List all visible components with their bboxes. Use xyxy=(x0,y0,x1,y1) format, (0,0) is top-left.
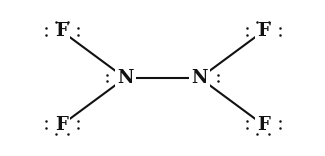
Text: F: F xyxy=(55,116,68,134)
Text: F: F xyxy=(257,116,270,134)
Text: F: F xyxy=(257,22,270,40)
Text: N: N xyxy=(117,69,133,87)
Text: N: N xyxy=(192,69,208,87)
Text: F: F xyxy=(55,22,68,40)
